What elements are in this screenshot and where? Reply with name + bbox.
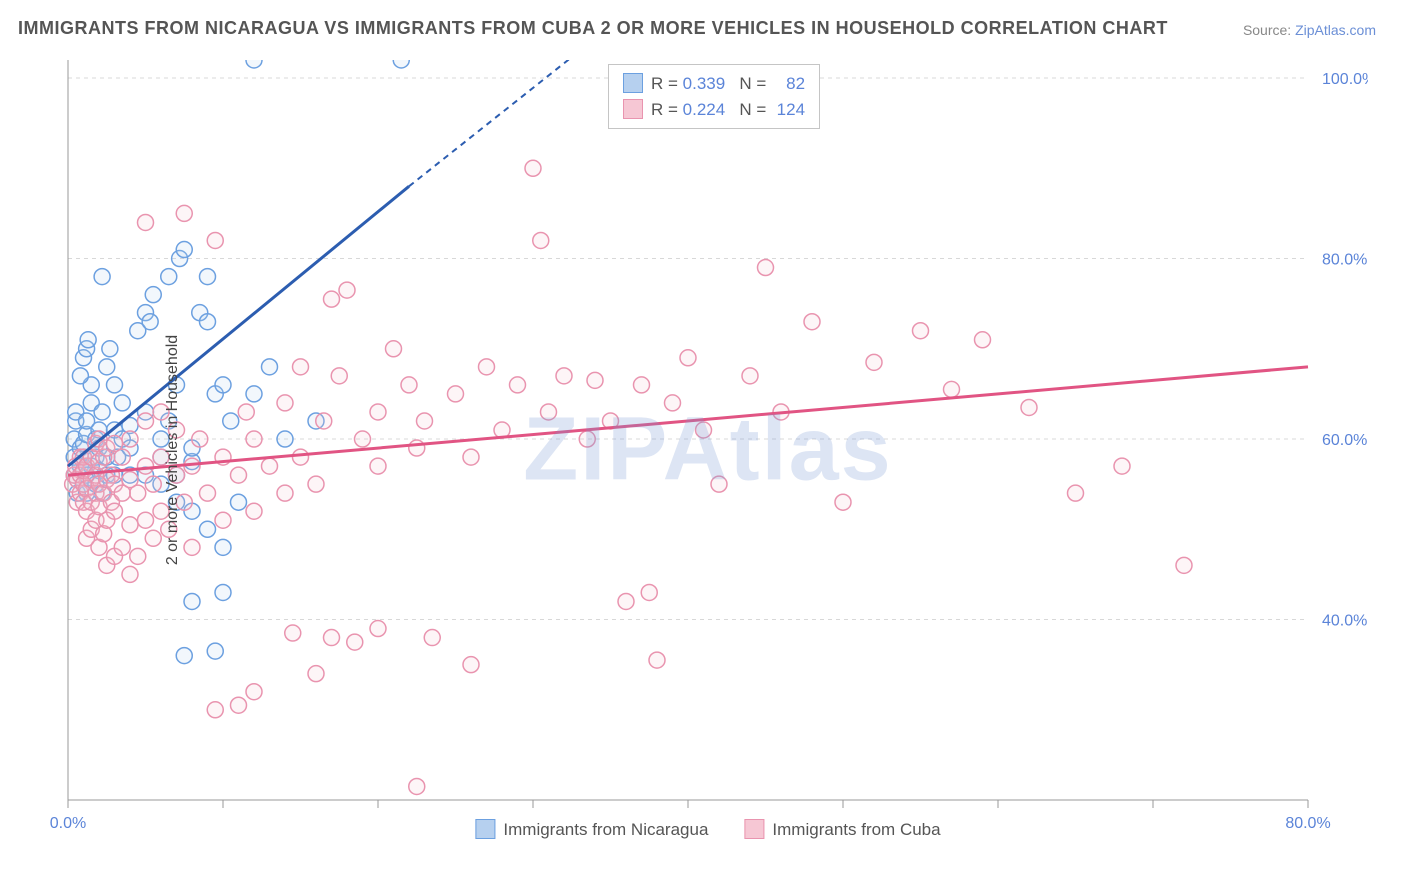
legend-label: Immigrants from Cuba [772,820,940,839]
stats-n-value: 124 [771,97,805,123]
legend-label: Immigrants from Nicaragua [503,820,708,839]
svg-text:80.0%: 80.0% [1285,815,1330,832]
chart-title: IMMIGRANTS FROM NICARAGUA VS IMMIGRANTS … [18,18,1168,39]
source-prefix: Source: [1243,22,1295,38]
legend-swatch [623,99,643,119]
stats-n-value: 82 [771,71,805,97]
legend-swatch [623,73,643,93]
stats-row: R = 0.224 N = 124 [623,97,805,123]
scatter-chart: 40.0% 60.0% 80.0% 100.0% 0.0% 80.0% [48,60,1368,840]
legend-swatch [475,819,495,839]
svg-text:60.0%: 60.0% [1322,432,1367,449]
svg-text:100.0%: 100.0% [1322,71,1368,88]
stats-r-value: 0.224 [683,100,726,119]
legend-swatch [744,819,764,839]
correlation-stats-box: R = 0.339 N = 82R = 0.224 N = 124 [608,64,820,129]
stats-row: R = 0.339 N = 82 [623,71,805,97]
stats-r-label: R = [651,100,683,119]
svg-text:40.0%: 40.0% [1322,613,1367,630]
legend-bottom: Immigrants from Nicaragua Immigrants from… [475,819,940,840]
svg-text:80.0%: 80.0% [1322,252,1367,269]
source-link[interactable]: ZipAtlas.com [1295,22,1376,38]
stats-n-label: N = [725,100,771,119]
stats-r-value: 0.339 [683,74,726,93]
stats-n-label: N = [725,74,771,93]
legend-item: Immigrants from Cuba [744,819,940,840]
chart-container: 2 or more Vehicles in Household ZIPAtlas… [48,60,1368,840]
stats-r-label: R = [651,74,683,93]
y-axis-label: 2 or more Vehicles in Household [164,335,182,565]
source-attribution: Source: ZipAtlas.com [1243,22,1376,38]
svg-text:0.0%: 0.0% [50,815,86,832]
legend-item: Immigrants from Nicaragua [475,819,708,840]
